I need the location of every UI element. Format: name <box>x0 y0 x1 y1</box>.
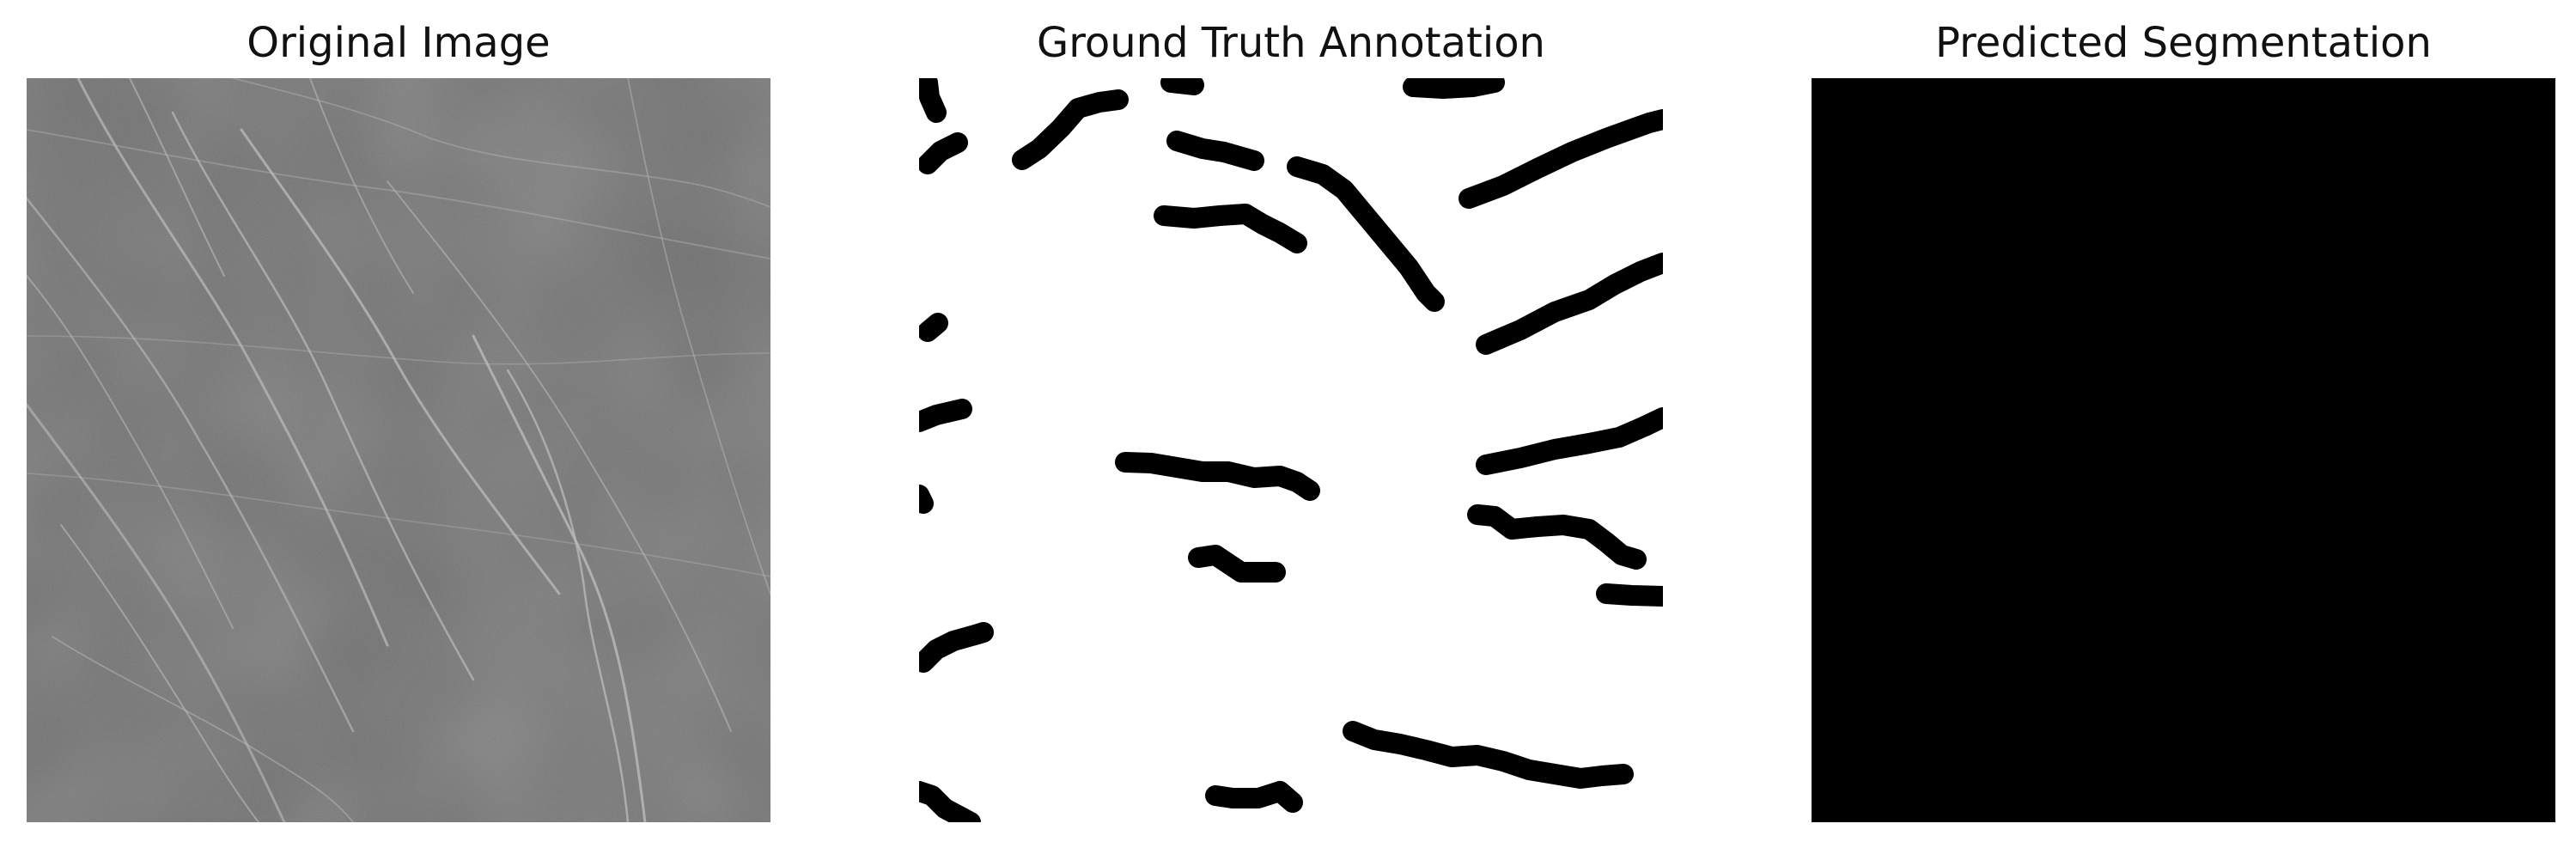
predicted-segmentation-title: Predicted Segmentation <box>1935 19 2432 67</box>
prediction-fill <box>1812 78 2555 822</box>
ground-truth-panel <box>919 78 1663 822</box>
original-grain <box>27 78 770 822</box>
ground-truth-mask <box>919 78 1663 822</box>
annotated-crack-strokes <box>919 78 1663 822</box>
original-image <box>27 78 770 822</box>
ground-truth-title: Ground Truth Annotation <box>1037 19 1545 67</box>
original-image-title: Original Image <box>247 19 551 67</box>
original-crack-lines <box>27 78 770 822</box>
original-image-panel <box>27 78 770 822</box>
predicted-segmentation-mask <box>1812 78 2555 822</box>
predicted-segmentation-panel <box>1812 78 2555 822</box>
